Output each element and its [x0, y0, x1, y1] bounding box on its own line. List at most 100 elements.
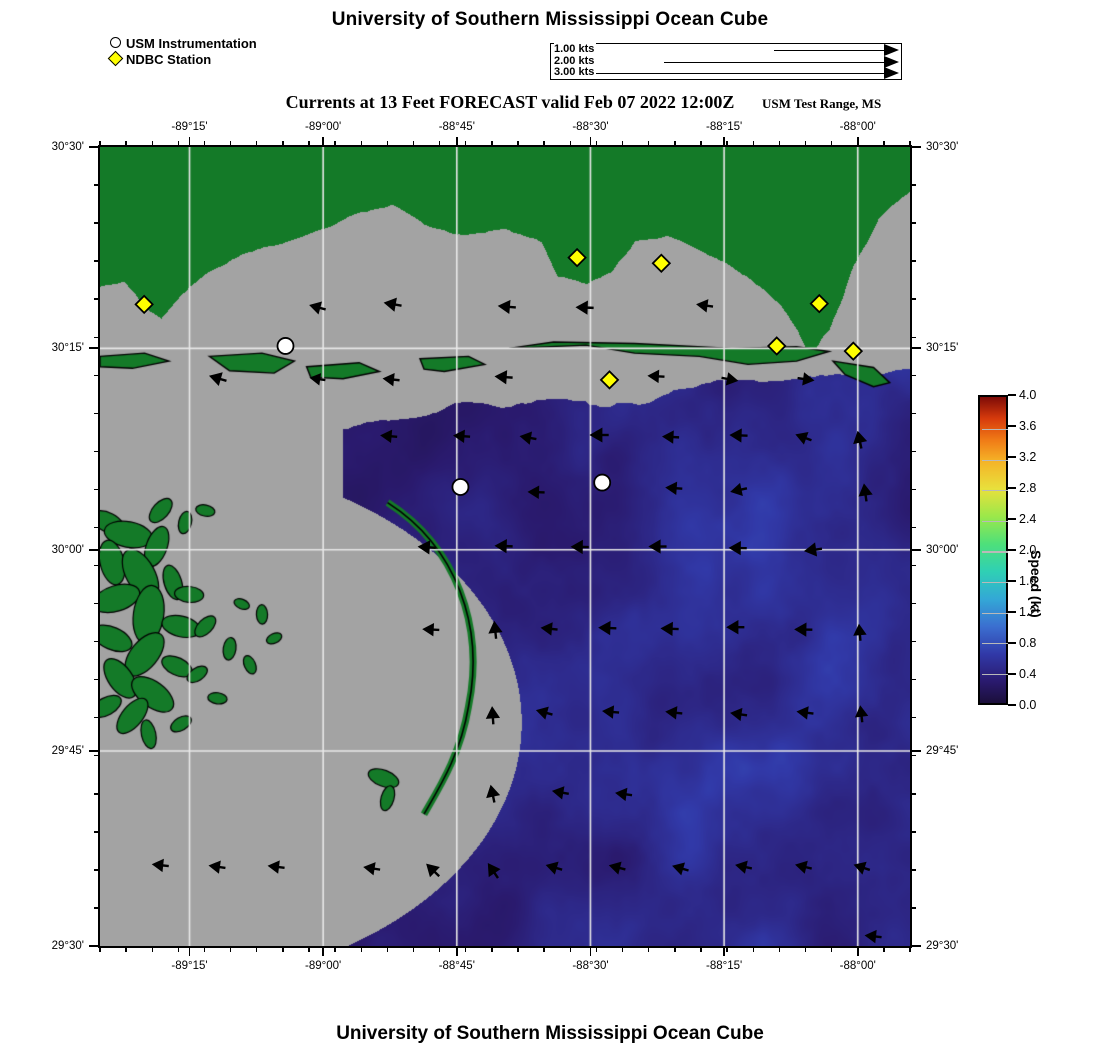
- y-major-tick: [89, 750, 100, 752]
- x-minor-tick: [230, 946, 231, 952]
- y-axis-label: 29°45': [926, 745, 958, 757]
- x-minor-tick: [178, 946, 179, 952]
- colorbar-tick-label: 2.8: [1019, 481, 1036, 495]
- current-vector: [570, 540, 588, 555]
- scale-row-2: 2.00 kts: [551, 56, 903, 68]
- x-minor-tick: [674, 946, 675, 952]
- current-vector: [796, 705, 815, 720]
- y-minor-tick: [910, 184, 916, 185]
- x-axis-label: -88°00': [840, 121, 876, 133]
- current-vector: [852, 623, 867, 641]
- current-vector: [665, 481, 683, 496]
- legend-label-ndbc: NDBC Station: [126, 53, 211, 67]
- legend-label-usm: USM Instrumentation: [126, 37, 257, 51]
- x-minor-tick: [700, 141, 701, 147]
- x-major-tick: [723, 137, 725, 147]
- current-vector: [851, 858, 871, 876]
- legend-item-ndbc-station: NDBC Station: [108, 52, 338, 67]
- current-vector: [527, 485, 545, 499]
- y-minor-tick: [94, 907, 100, 908]
- y-major-tick: [89, 146, 100, 148]
- colorbar-gradient: [978, 395, 1008, 705]
- x-minor-tick: [700, 946, 701, 952]
- scale-arrow-head: [884, 67, 899, 79]
- x-major-tick: [456, 137, 458, 147]
- x-minor-tick: [726, 141, 727, 147]
- current-vector: [729, 706, 748, 722]
- ndbc-station-marker[interactable]: [136, 296, 153, 313]
- page-title: University of Southern Mississippi Ocean…: [0, 9, 1100, 31]
- current-vector: [734, 858, 754, 875]
- scale-arrow-head: [884, 44, 899, 56]
- x-minor-tick: [543, 141, 544, 147]
- marker-legend: USM Instrumentation NDBC Station: [108, 36, 338, 68]
- y-minor-tick: [910, 527, 916, 528]
- x-minor-tick: [491, 141, 492, 147]
- colorbar-tick-label: 0.4: [1019, 667, 1036, 681]
- y-axis-label: 30°30': [38, 141, 84, 153]
- y-minor-tick: [910, 565, 916, 566]
- x-major-tick: [723, 946, 725, 956]
- x-minor-tick: [883, 141, 884, 147]
- x-minor-tick: [99, 946, 100, 952]
- colorbar-tick-label: 0.8: [1019, 636, 1036, 650]
- colorbar-tick-label: 0.0: [1019, 698, 1036, 712]
- current-vector: [647, 369, 665, 383]
- y-minor-tick: [94, 641, 100, 642]
- x-major-tick: [322, 137, 324, 147]
- ndbc-station-marker[interactable]: [845, 343, 862, 360]
- colorbar-tick: [1008, 580, 1016, 582]
- y-major-tick: [89, 549, 100, 551]
- ndbc-station-marker[interactable]: [811, 295, 828, 312]
- x-minor-tick: [152, 946, 153, 952]
- y-minor-tick: [94, 260, 100, 261]
- ndbc-station-marker[interactable]: [601, 371, 618, 388]
- y-axis-label: 29°45': [38, 745, 84, 757]
- colorbar-title: Speed (kt): [1028, 550, 1044, 618]
- colorbar-tick: [1008, 487, 1016, 489]
- ndbc-station-marker[interactable]: [653, 255, 670, 272]
- usm-instrumentation-marker[interactable]: [452, 479, 468, 495]
- x-axis-label: -89°00': [305, 121, 341, 133]
- y-minor-tick: [910, 755, 916, 756]
- x-minor-tick: [125, 141, 126, 147]
- current-vector: [309, 372, 327, 387]
- x-axis-label: -88°00': [840, 960, 876, 972]
- usm-instrumentation-marker[interactable]: [594, 475, 610, 491]
- colorbar-tick: [1008, 518, 1016, 520]
- current-vector: [494, 539, 513, 554]
- scale-label: 2.00 kts: [554, 55, 596, 67]
- x-minor-tick: [570, 141, 571, 147]
- white-circle-icon: [108, 36, 126, 51]
- x-minor-tick: [779, 946, 780, 952]
- x-minor-tick: [622, 946, 623, 952]
- y-minor-tick: [94, 184, 100, 185]
- current-vector: [665, 705, 683, 720]
- x-minor-tick: [230, 141, 231, 147]
- current-vector: [362, 860, 381, 876]
- colorbar: [978, 395, 1008, 705]
- y-axis-label: 30°00': [38, 544, 84, 556]
- current-vector: [421, 858, 444, 881]
- x-minor-tick: [334, 141, 335, 147]
- current-vector: [151, 858, 169, 873]
- current-vector: [208, 859, 227, 875]
- x-axis-label: -88°15': [706, 960, 742, 972]
- ndbc-station-marker[interactable]: [569, 249, 586, 266]
- usm-instrumentation-marker[interactable]: [277, 338, 293, 354]
- ndbc-station-marker[interactable]: [768, 337, 785, 354]
- y-axis-label: 30°00': [926, 544, 958, 556]
- y-axis-label: 30°15': [926, 342, 958, 354]
- x-major-tick: [857, 946, 859, 956]
- y-major-tick: [910, 750, 921, 752]
- x-minor-tick: [361, 946, 362, 952]
- x-axis-label: -89°15': [171, 121, 207, 133]
- y-minor-tick: [94, 337, 100, 338]
- map-frame[interactable]: [98, 145, 912, 948]
- current-vector: [534, 704, 554, 721]
- footer-title: University of Southern Mississippi Ocean…: [0, 1023, 1100, 1045]
- y-minor-tick: [94, 793, 100, 794]
- x-minor-tick: [387, 141, 388, 147]
- colorbar-inner-tick: [982, 521, 1008, 522]
- x-minor-tick: [361, 141, 362, 147]
